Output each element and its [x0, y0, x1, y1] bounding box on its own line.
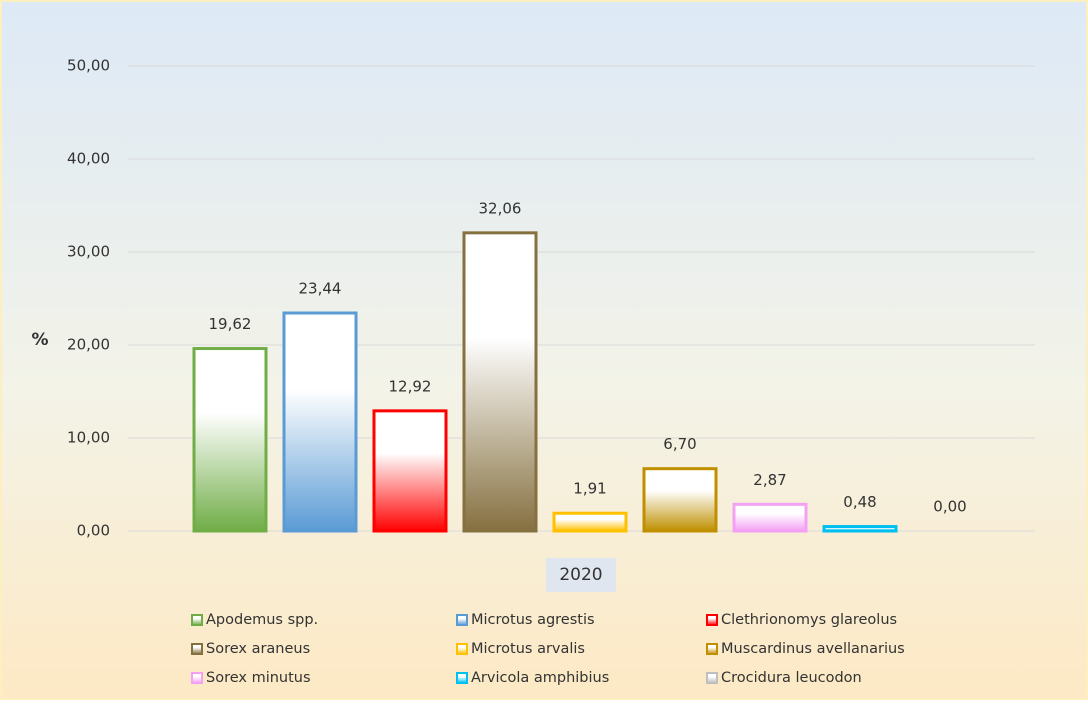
value-label: 1,91	[573, 480, 606, 498]
legend-marker	[191, 614, 203, 626]
value-label: 0,48	[843, 493, 876, 511]
y-tick-label: 10,00	[67, 429, 110, 447]
y-tick-label: 0,00	[77, 522, 110, 540]
legend-marker	[706, 614, 718, 626]
value-label: 32,06	[479, 199, 522, 217]
legend-marker	[191, 643, 203, 655]
bar	[552, 511, 628, 533]
legend-label: Apodemus spp.	[206, 612, 318, 628]
category-box	[546, 558, 616, 592]
legend-label: Clethrionomys glareolus	[721, 612, 897, 628]
legend-marker	[456, 643, 468, 655]
bar	[822, 525, 898, 533]
legend-label: Sorex minutus	[206, 670, 311, 686]
value-label: 2,87	[753, 471, 786, 489]
bar	[372, 409, 448, 533]
legend-label: Microtus agrestis	[471, 612, 595, 628]
value-label: 19,62	[209, 315, 252, 333]
legend-label: Crocidura leucodon	[721, 670, 862, 686]
value-label: 12,92	[389, 377, 432, 395]
legend-label: Muscardinus avellanarius	[721, 641, 905, 657]
y-axis-label: %	[31, 330, 48, 350]
bar	[192, 347, 268, 533]
x-tick-label: 2020	[559, 565, 602, 585]
legend-label: Sorex araneus	[206, 641, 310, 657]
y-tick-label: 40,00	[67, 150, 110, 168]
legend-marker	[456, 672, 468, 684]
legend-marker	[706, 672, 718, 684]
value-label: 6,70	[663, 435, 696, 453]
bar	[732, 502, 808, 533]
bar	[282, 311, 358, 533]
legend-label: Microtus arvalis	[471, 641, 585, 657]
legend-marker	[191, 672, 203, 684]
legend-marker	[706, 643, 718, 655]
value-label: 0,00	[933, 498, 966, 516]
y-tick-label: 20,00	[67, 336, 110, 354]
legend-label: Arvicola amphibius	[471, 670, 609, 686]
legend-marker	[456, 614, 468, 626]
bar	[462, 231, 538, 533]
y-tick-label: 50,00	[67, 57, 110, 75]
bar	[642, 467, 718, 533]
value-label: 23,44	[299, 280, 342, 298]
y-tick-label: 30,00	[67, 243, 110, 261]
